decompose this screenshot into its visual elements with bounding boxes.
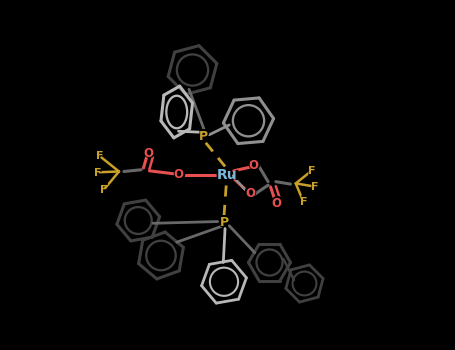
Text: F: F: [300, 197, 308, 207]
Text: O: O: [172, 168, 185, 182]
Text: F: F: [96, 151, 103, 161]
Text: O: O: [244, 186, 257, 201]
Text: F: F: [307, 163, 317, 178]
Text: O: O: [249, 159, 259, 172]
Text: Ru: Ru: [215, 166, 240, 184]
Text: F: F: [93, 165, 103, 180]
Text: O: O: [144, 147, 154, 161]
Text: Ru: Ru: [217, 168, 238, 182]
Text: O: O: [173, 168, 183, 182]
Text: O: O: [272, 197, 282, 210]
Text: P: P: [197, 129, 209, 144]
Text: O: O: [142, 147, 155, 161]
Text: P: P: [198, 130, 207, 143]
Text: F: F: [308, 166, 315, 176]
Text: P: P: [219, 216, 228, 229]
Text: F: F: [100, 185, 107, 195]
Text: P: P: [218, 215, 230, 230]
Text: O: O: [247, 158, 260, 173]
Text: F: F: [99, 183, 109, 197]
Text: F: F: [311, 182, 318, 192]
Text: F: F: [299, 195, 309, 210]
Text: O: O: [245, 187, 255, 200]
Text: F: F: [94, 168, 102, 177]
Text: F: F: [95, 149, 105, 163]
Text: O: O: [270, 196, 283, 211]
Text: F: F: [309, 180, 319, 194]
